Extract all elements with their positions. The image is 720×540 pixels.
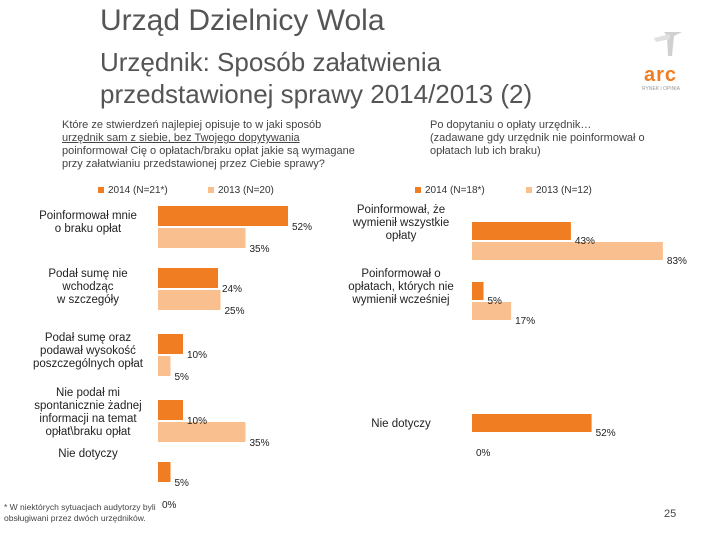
legend-item-right-2014: 2014 (N=18*) [415,185,485,196]
legend-item-left-2013: 2013 (N=20) [208,185,274,196]
bar-2014 [158,462,171,482]
logo-text: arc [644,64,678,86]
value-label: 25% [224,306,245,317]
bar-2013 [158,422,246,442]
bar-2014 [472,222,571,240]
left-question-line: poinformował Cię o opłatach/braku opłat … [62,145,355,157]
logo-tower-icon [654,32,682,56]
value-label: 5% [174,372,189,383]
bar-2013 [472,302,512,320]
value-label: 17% [515,316,536,327]
category-label: Poinformował o opłatach, których nie wymie… [348,268,454,306]
value-label: 52% [292,222,313,233]
category-label: Podał sumę oraz podawał wysokość poszczegó… [33,332,143,370]
arc-logo: arc RYNEK i OPINIA [640,30,700,92]
left-question-line: urzędnik sam z siebie, bez Twojego dopyt… [62,132,300,144]
value-label: 0% [162,500,177,511]
bar-2014 [158,268,218,288]
left-question: Które ze stwierdzeń najlepiej opisuje to… [62,119,412,171]
right-question-line: opłatach lub ich braku) [430,145,541,157]
bar-2014 [158,206,288,226]
category-label: Poinformował, że wymienił wszystkie opłaty [352,204,450,242]
category-label: Nie podał mi spontanicznie żadnej informac… [34,387,142,438]
value-label: 10% [187,350,208,361]
value-label: 5% [174,478,189,489]
logo-subtext: RYNEK i OPINIA [642,86,680,92]
subtitle-line-1: Urzędnik: Sposób załatwienia [100,47,442,77]
legend-item-left-2014: 2014 (N=21*) [98,185,168,196]
page-title: Urząd Dzielnicy Wola [100,4,385,37]
footnote-line: * W niektórych sytuacjach audytorzy byli [4,502,156,512]
value-label: 0% [476,448,491,459]
footnote-line: obsługiwani przez dwóch urzędników. [4,513,146,523]
legend-swatch [208,187,214,194]
legend-swatch [415,187,421,194]
legend-swatch [98,187,104,194]
bar-2014 [472,282,484,300]
category-label: Nie dotyczy [58,448,118,460]
category-label: Nie dotyczy [371,418,431,430]
category-label: Podał sumę nie wchodząc w szczegóły [48,268,128,306]
value-label: 5% [487,296,502,307]
right-question-line: (zadawane gdy urzędnik nie poinformował … [430,132,645,144]
bar-2014 [472,414,592,432]
bar-2014 [158,400,183,420]
bar-2013 [472,242,663,260]
value-label: 10% [187,416,208,427]
footnote: * W niektórych sytuacjach audytorzy byli… [4,502,204,524]
value-label: 35% [249,244,270,255]
legend-swatch [526,187,532,194]
value-label: 83% [666,256,687,267]
slide-subtitle: Urzędnik: Sposób załatwienia przedstawio… [100,46,620,110]
bar-2013 [158,356,171,376]
left-question-line: przy załatwianiu przedstawionej przez Ci… [62,158,325,170]
bar-2013 [158,290,221,310]
page-number: 25 [664,508,677,520]
bar-2013 [158,228,246,248]
left-question-line: Które ze stwierdzeń najlepiej opisuje to… [62,119,322,131]
legend-item-right-2013: 2013 (N=12) [526,185,592,196]
right-question: Po dopytaniu o opłaty urzędnik… (zadawan… [430,119,700,158]
value-label: 52% [595,428,616,439]
category-label: Poinformował mnie o braku opłat [39,210,137,235]
subtitle-line-2: przedstawionej sprawy 2014/2013 (2) [100,79,533,109]
value-label: 24% [222,284,243,295]
value-label: 35% [249,438,270,449]
bar-2014 [158,334,183,354]
value-label: 43% [574,236,595,247]
right-question-line: Po dopytaniu o opłaty urzędnik… [430,119,592,131]
